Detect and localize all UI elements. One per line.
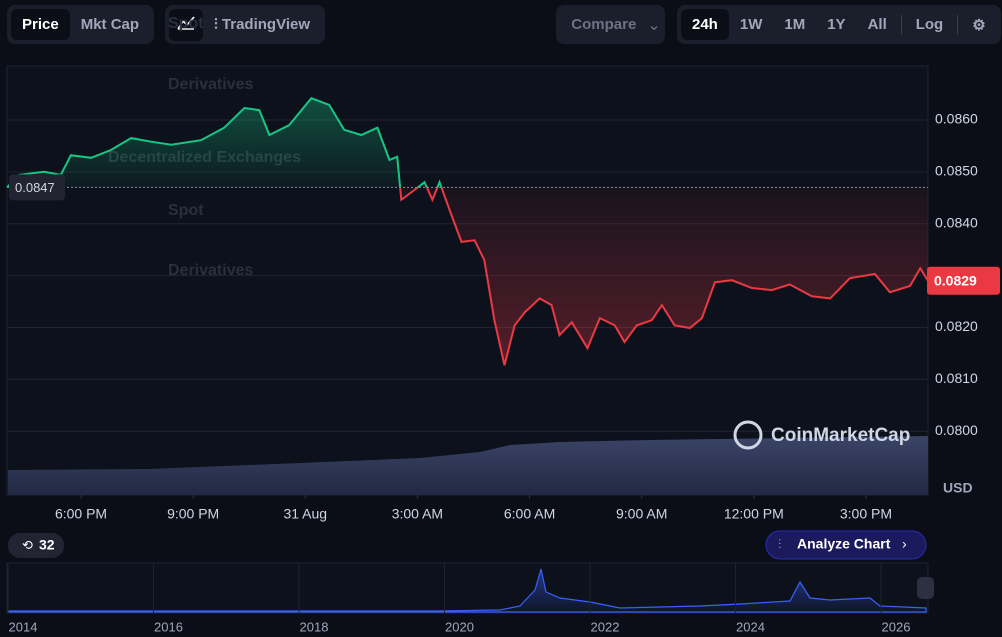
year-label: 2018 [300, 619, 329, 634]
y-tick-label: 0.0830 [935, 266, 978, 282]
y-tick-label: 0.0850 [935, 163, 978, 179]
overview-handle[interactable] [917, 577, 934, 599]
range[interactable]: 1M [784, 16, 806, 33]
analyze-button[interactable] [765, 530, 927, 560]
overview-line [7, 568, 927, 613]
x-tick-label: 3:00 AM [392, 506, 443, 522]
overview [6, 562, 929, 614]
compare[interactable]: Compare ⌄ [556, 5, 665, 44]
range[interactable]: All [867, 16, 887, 33]
x-tick-label: 9:00 PM [167, 506, 219, 522]
y-tick-label: 0.0840 [935, 214, 978, 230]
year-label: 2014 [9, 619, 38, 634]
x-tick-label: 6:00 PM [55, 506, 107, 522]
currency: USD [943, 480, 973, 496]
x-tick-label: 9:00 AM [616, 506, 667, 522]
year-label: 2026 [882, 619, 911, 634]
price-line [6, 97, 929, 366]
price-area [7, 98, 928, 366]
year-label: 2024 [736, 619, 765, 634]
watermark: Spot [168, 202, 204, 219]
reference-label: 0.0847 [15, 180, 55, 195]
compare-label: Compare [571, 16, 637, 33]
range-group: 24h 1W 1M 1Y All Log ⚙ [677, 5, 1001, 44]
y-tick-label: 0.0810 [935, 370, 978, 386]
view-label: TradingView [221, 16, 311, 33]
watermark: Derivatives [168, 262, 253, 279]
year-label: 2016 [154, 619, 183, 634]
view-tab[interactable]: ⫶ TradingView [214, 16, 311, 33]
year-label: 2022 [591, 619, 620, 634]
history-badge[interactable] [8, 533, 64, 558]
history-icon: ⟲ [22, 537, 33, 552]
x-tick-label: 6:00 AM [504, 506, 555, 522]
history-count: 32 [39, 537, 55, 553]
x-tick-label: 31 Aug [283, 506, 327, 522]
x-tick-label: 3:00 PM [840, 506, 892, 522]
x-tick-label: 12:00 PM [724, 506, 784, 522]
settings[interactable]: ⚙ [972, 16, 986, 34]
tab[interactable]: Price [11, 9, 70, 40]
current-badge [927, 266, 1000, 295]
tab[interactable]: Mkt Cap [80, 16, 140, 33]
analyze-label: Analyze Chart [797, 536, 891, 552]
watermark: Derivatives [168, 76, 253, 93]
volume-area [8, 436, 928, 495]
plot-area [6, 65, 929, 496]
line-view[interactable] [169, 8, 203, 41]
range[interactable]: 1Y [827, 16, 846, 33]
range[interactable]: 1W [739, 16, 763, 33]
analyze-icon: ⫶ [778, 536, 781, 551]
y-tick-label: 0.0820 [935, 318, 978, 334]
log[interactable]: Log [915, 16, 944, 33]
brand-logo [733, 420, 763, 450]
y-tick-label: 0.0860 [935, 111, 978, 127]
current-label: 0.0829 [934, 272, 977, 288]
range[interactable]: 24h [681, 9, 729, 40]
brand: CoinMarketCap [771, 425, 910, 446]
watermark: Decentralized Exchanges [108, 149, 301, 166]
view-group: ⫶ TradingView [165, 5, 326, 44]
y-tick-label: 0.0800 [935, 422, 978, 438]
analyze-arrow: › [902, 536, 907, 552]
tab-group: Price Mkt Cap [7, 5, 155, 44]
year-label: 2020 [445, 619, 474, 634]
reference-badge [9, 174, 65, 201]
